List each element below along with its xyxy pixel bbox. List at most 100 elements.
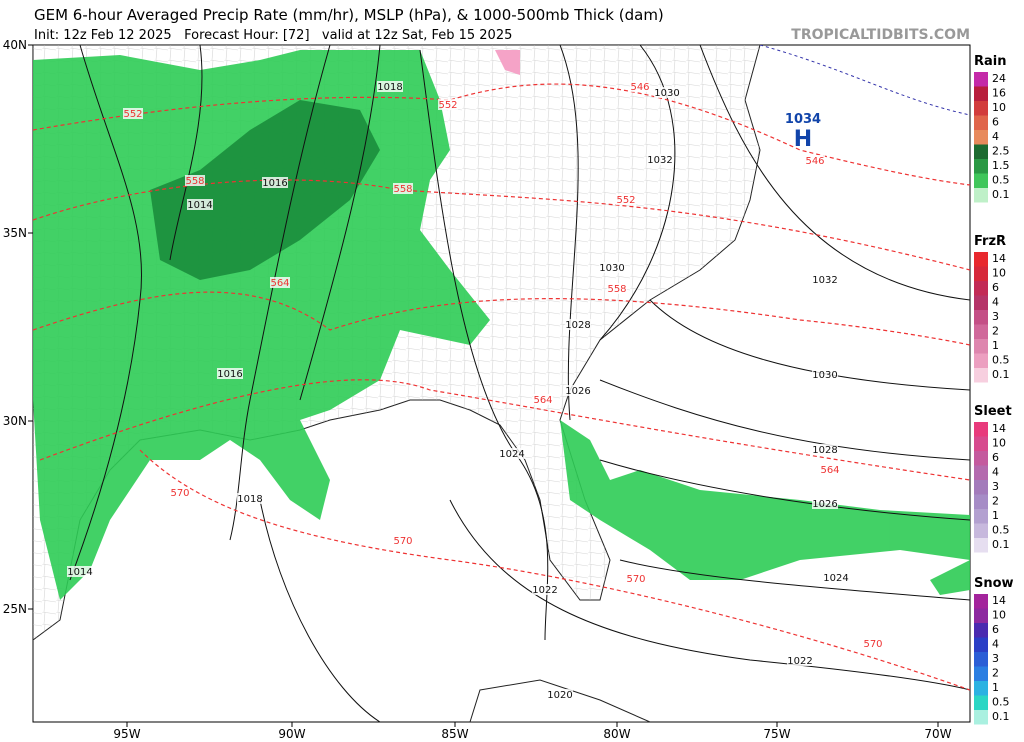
legend-label: 10 [992, 101, 1006, 114]
isobar-label: 1020 [547, 690, 572, 701]
legend-label: 6 [992, 623, 999, 636]
legend-swatch [974, 72, 988, 87]
isobar-label-bg [823, 572, 849, 583]
lat-label: 40N [3, 38, 27, 52]
isobar-label: 1026 [565, 386, 590, 397]
brand: TROPICALTIDBITS.COM [791, 27, 970, 43]
thickness-lines [33, 83, 970, 691]
isobar-label: 1032 [812, 275, 837, 286]
mix-area [495, 50, 520, 75]
isobar-label-bg [377, 81, 403, 92]
thickness-label-bg [630, 81, 650, 92]
legend-swatch [974, 266, 988, 281]
isobar-label-bg [499, 448, 525, 459]
title: GEM 6-hour Averaged Precip Rate (mm/hr),… [34, 6, 664, 24]
legend-swatch [974, 451, 988, 466]
legend-label: 3 [992, 480, 999, 493]
lon-label: 75W [763, 727, 790, 741]
legend-swatch [974, 295, 988, 310]
legend-swatch [974, 188, 988, 203]
isobar-label-bg [237, 493, 263, 504]
thickness-label: 546 [805, 156, 824, 167]
legend-label: 1 [992, 681, 999, 694]
legend-swatch [974, 144, 988, 159]
isobar-label: 1026 [812, 499, 837, 510]
legend-swatch [974, 339, 988, 354]
isobar-label-bg [67, 566, 93, 577]
thickness-label-bg [393, 183, 413, 194]
thickness-label-bg [185, 175, 205, 186]
thickness-label: 570 [170, 488, 189, 499]
isobar-label-bg [812, 274, 838, 285]
map: 1034 H [32, 44, 971, 723]
isobar-label: 1032 [647, 155, 672, 166]
legend-swatch [974, 494, 988, 509]
legend-swatch [974, 666, 988, 681]
legend-swatch [974, 480, 988, 495]
isobar-label-bg [532, 584, 558, 595]
legend-swatch [974, 252, 988, 267]
thickness-label: 570 [626, 574, 645, 585]
isobar-label: 1016 [262, 178, 287, 189]
legend-label: 4 [992, 466, 999, 479]
thickness-label-bg [533, 394, 553, 405]
thickness-label-bg [438, 99, 458, 110]
legend-swatch [974, 652, 988, 667]
legend-label: 4 [992, 130, 999, 143]
legend-swatch [974, 637, 988, 652]
legend-title: FrzR [974, 234, 1006, 249]
isobar-label-bg [187, 199, 213, 210]
lon-label: 80W [603, 727, 630, 741]
legend-swatch [974, 523, 988, 538]
thickness-label: 552 [438, 100, 457, 111]
legend-label: 3 [992, 310, 999, 323]
legend-swatch [974, 623, 988, 638]
legend-label: 0.5 [992, 524, 1010, 537]
heavy-rain-area [150, 100, 380, 280]
legend-label: 6 [992, 451, 999, 464]
isobar-label-bg [565, 319, 591, 330]
legend-swatch [974, 159, 988, 174]
lat-label: 25N [3, 602, 27, 616]
isobar-label: 1018 [237, 494, 262, 505]
legend-label: 1 [992, 509, 999, 522]
legend-label: 16 [992, 87, 1006, 100]
legend-label: 0.1 [992, 368, 1010, 381]
thickness-label: 564 [270, 278, 289, 289]
isobar-label: 1016 [217, 369, 242, 380]
legend-label: 14 [992, 422, 1006, 435]
legend-swatch [974, 594, 988, 609]
isobar-label: 1014 [67, 567, 92, 578]
isobar-label-bg [812, 444, 838, 455]
legend-title: Rain [974, 54, 1007, 69]
legend-label: 2 [992, 325, 999, 338]
legend-swatch [974, 86, 988, 101]
thickness-label-bg [820, 464, 840, 475]
legend-swatch [974, 115, 988, 130]
rain-area [33, 50, 970, 600]
legend-label: 0.5 [992, 174, 1010, 187]
legend-label: 14 [992, 252, 1006, 265]
thickness-label: 570 [863, 639, 882, 650]
thickness-label-bg [863, 638, 883, 649]
isobar-label-bg [812, 498, 838, 509]
thickness-label: 552 [123, 109, 142, 120]
legend-swatch [974, 281, 988, 296]
thickness-label: 546 [630, 82, 649, 93]
thickness-line-540 [759, 45, 970, 116]
legend-label: 0.1 [992, 710, 1010, 723]
legend-title: Sleet [974, 404, 1012, 419]
high-pressure-symbol: H [794, 127, 812, 152]
legend-swatch [974, 101, 988, 116]
legend-label: 4 [992, 296, 999, 309]
legend-label: 3 [992, 652, 999, 665]
isobar-label-bg [547, 689, 573, 700]
isobar-label: 1022 [787, 656, 812, 667]
isobar-label-bg [787, 655, 813, 666]
legend-label: 6 [992, 116, 999, 129]
legend-label: 2 [992, 495, 999, 508]
thickness-label-bg [123, 108, 143, 119]
subtitle: Init: 12z Feb 12 2025 Forecast Hour: [72… [34, 28, 512, 43]
legend-label: 24 [992, 72, 1006, 85]
